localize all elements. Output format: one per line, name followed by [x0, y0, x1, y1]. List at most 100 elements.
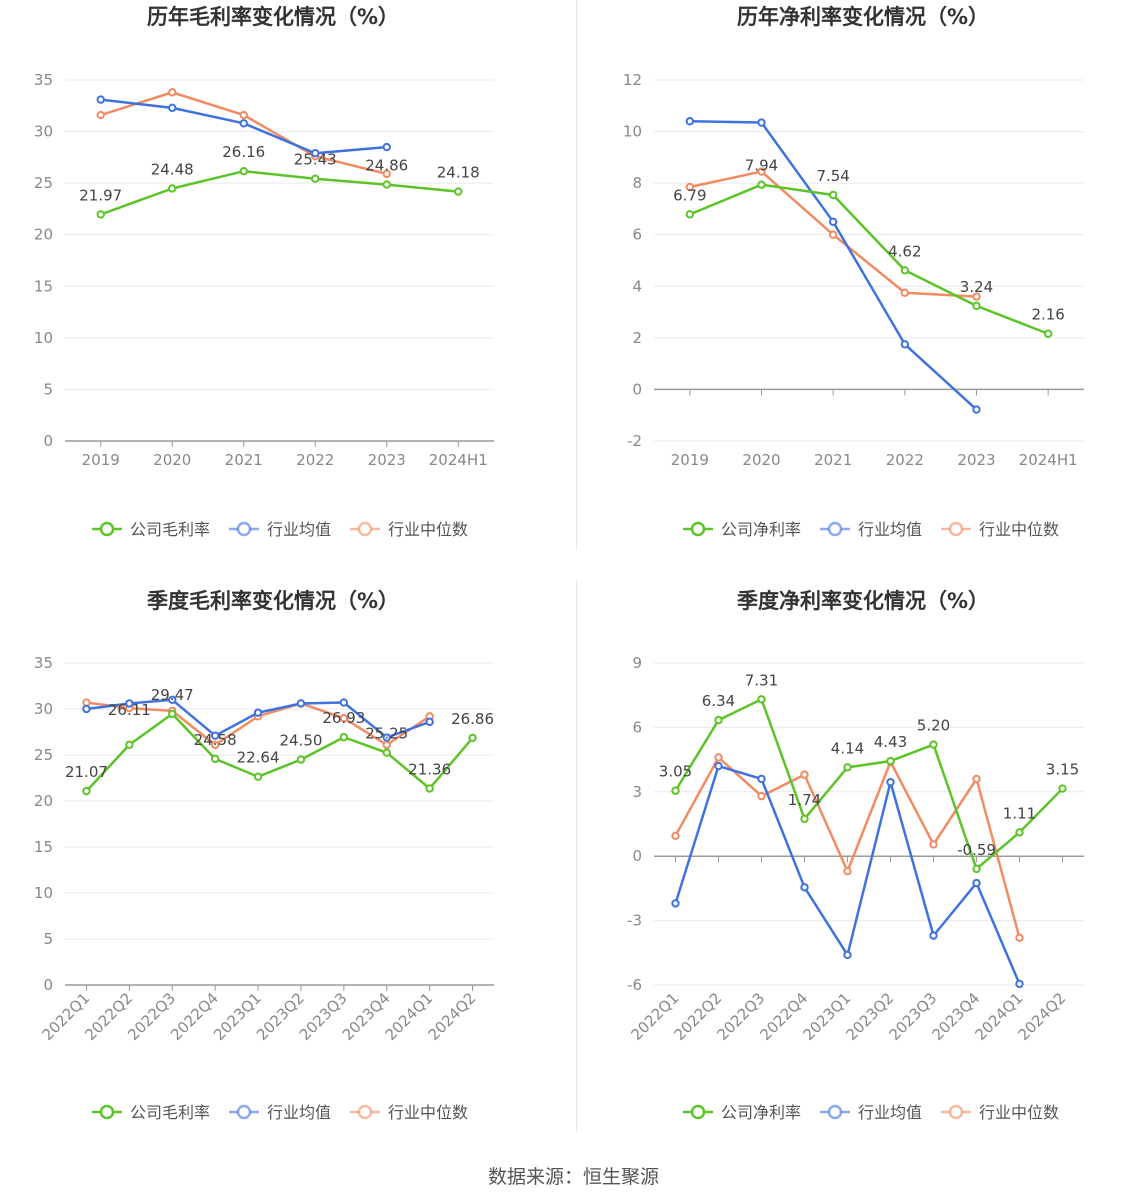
data-label: 7.94	[745, 157, 778, 175]
panel-divider-top	[576, 0, 577, 550]
data-source-note: 数据来源：恒生聚源	[487, 1166, 659, 1188]
legend-label-median: 行业中位数	[979, 520, 1059, 539]
x-tick-label: 2020	[153, 451, 191, 469]
data-label: 3.05	[659, 763, 692, 781]
data-point-company	[1043, 329, 1053, 338]
data-point-company	[468, 733, 477, 743]
data-point-avg	[685, 117, 695, 126]
series-line-company	[100, 169, 459, 216]
data-point-company	[900, 266, 910, 275]
data-point-avg	[253, 708, 263, 717]
chart-svg: 历年毛利率变化情况（%） 0 5 10 15 20 25 30 35 2019 2020 2021 20…	[34, 5, 494, 539]
legend-label-median: 行业中位数	[388, 520, 468, 539]
data-point-company	[972, 864, 981, 874]
data-point-avg	[671, 899, 680, 908]
y-tick-label: 30	[34, 123, 53, 141]
data-point-company	[382, 748, 391, 757]
data-label: 25.25	[365, 725, 408, 743]
x-tick-label: 2024H1	[429, 451, 488, 469]
y-tick-label: 8	[632, 174, 642, 192]
data-point-company	[339, 733, 349, 742]
data-point-avg	[382, 142, 391, 152]
data-point-company	[886, 756, 895, 766]
y-tick-label: 6	[632, 226, 642, 244]
data-point-company	[210, 754, 220, 764]
data-point-median	[685, 182, 695, 192]
data-point-company	[296, 755, 306, 764]
data-point-company	[168, 709, 177, 719]
x-tick-label: 2019	[82, 451, 120, 469]
y-tick-label: 9	[632, 654, 642, 672]
data-point-company	[828, 190, 838, 200]
data-point-company	[382, 180, 391, 189]
data-point-company	[253, 772, 263, 781]
y-tick-label: 20	[34, 792, 53, 810]
legend-marker-median	[357, 521, 373, 537]
data-label: 26.16	[222, 143, 265, 161]
y-tick-label: 15	[34, 838, 53, 856]
y-tick-label: 35	[34, 71, 53, 89]
data-label: 4.14	[831, 739, 864, 757]
legend-label-avg: 行业均值	[858, 520, 922, 539]
chart-title: 历年净利率变化情况（%）	[737, 5, 989, 29]
legend-marker-avg	[236, 521, 252, 537]
data-label: 24.58	[194, 731, 237, 749]
data-point-company	[757, 695, 766, 704]
data-label: 24.48	[151, 161, 194, 179]
data-point-company	[685, 210, 695, 219]
data-point-median	[929, 840, 938, 849]
chart-quarterly-net-margin: 季度净利率变化情况（%） -6 -3 0 3 6 9 2022Q1 2022Q2 2022Q3 20…	[577, 580, 1147, 1140]
data-point-avg	[1015, 979, 1024, 989]
data-point-avg	[96, 95, 105, 104]
data-point-avg	[239, 119, 248, 128]
data-label: 22.64	[237, 749, 280, 767]
data-point-avg	[757, 774, 766, 784]
y-tick-label: 10	[34, 884, 53, 902]
y-tick-label: 5	[43, 930, 53, 948]
data-label: 7.31	[745, 671, 778, 689]
data-point-company	[757, 180, 766, 189]
data-point-avg	[296, 699, 306, 708]
data-label: 29.47	[151, 686, 194, 704]
legend-label-company: 公司净利率	[721, 1103, 801, 1122]
data-label: 6.34	[702, 692, 735, 710]
x-tick-label: 2021	[814, 451, 852, 469]
chart-title: 季度毛利率变化情况（%）	[147, 589, 399, 613]
x-tick-label: 2019	[671, 451, 709, 469]
data-point-median	[168, 88, 177, 97]
chart-annual-gross-margin: 历年毛利率变化情况（%） 0 5 10 15 20 25 30 35 2019 2020 2021 20…	[0, 0, 576, 560]
data-point-median	[714, 753, 723, 762]
data-point-median	[843, 867, 852, 876]
legend-label-median: 行业中位数	[388, 1103, 468, 1122]
chart-quarterly-gross-margin: 季度毛利率变化情况（%） 0 5 10 15 20 25 30 35 2022Q1 2022Q2 20…	[0, 580, 576, 1140]
y-tick-label: 35	[34, 654, 53, 672]
legend-marker-company	[690, 1104, 706, 1120]
legend-marker-avg	[236, 1104, 252, 1120]
y-tick-label: -6	[627, 976, 642, 994]
legend-marker-avg	[827, 1104, 843, 1120]
legend-marker-company	[99, 521, 115, 537]
data-label: 4.62	[888, 242, 921, 260]
series-line-company	[674, 698, 1064, 871]
data-point-median	[800, 770, 809, 779]
data-point-avg	[800, 883, 809, 892]
data-point-company	[1058, 784, 1067, 793]
y-tick-label: 10	[623, 123, 642, 141]
legend-marker-avg	[827, 521, 843, 537]
data-point-avg	[900, 340, 910, 349]
data-point-avg	[929, 931, 938, 940]
data-label: 26.93	[322, 709, 365, 727]
series-line-company	[85, 712, 474, 793]
data-label: 4.43	[874, 733, 907, 751]
data-label: 21.97	[79, 186, 122, 204]
chart-svg: 季度毛利率变化情况（%）051015202530352022Q12022Q220…	[34, 589, 494, 1122]
data-point-avg	[168, 695, 177, 705]
legend-label-avg: 行业均值	[267, 520, 331, 539]
data-label: 7.54	[816, 167, 849, 185]
data-point-avg	[757, 118, 766, 127]
y-tick-label: 25	[34, 746, 53, 764]
data-point-avg	[714, 761, 723, 771]
data-point-avg	[972, 405, 981, 414]
y-tick-label: 4	[632, 277, 642, 295]
y-tick-label: 0	[43, 976, 53, 994]
